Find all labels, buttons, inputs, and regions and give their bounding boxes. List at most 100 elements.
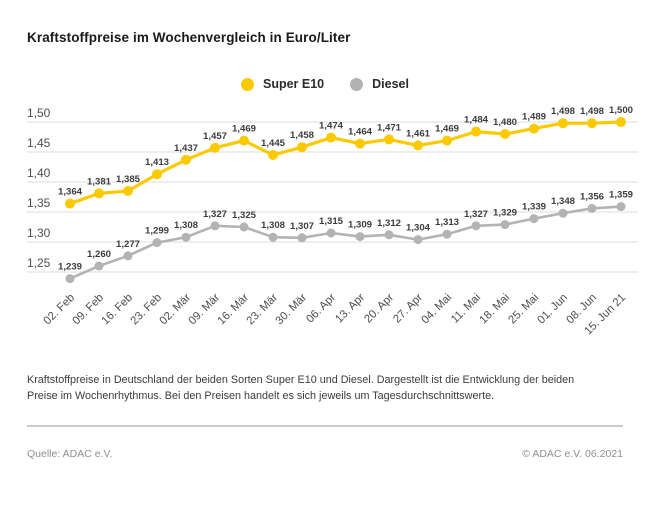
data-point: [123, 251, 133, 261]
data-point-label: 1,480: [493, 117, 517, 128]
x-tick-label: 20. Apr: [362, 291, 396, 325]
data-point-label: 1,260: [87, 249, 111, 260]
data-point: [326, 132, 336, 143]
x-tick-label: 04. Mai: [419, 292, 454, 327]
data-point: [94, 188, 104, 199]
data-point-label: 1,325: [232, 210, 257, 221]
data-point-label: 1,489: [522, 112, 546, 123]
data-point: [297, 142, 307, 153]
data-point: [152, 169, 162, 180]
y-tick-label: 1,45: [27, 136, 51, 150]
data-point: [239, 222, 249, 232]
x-tick-label: 09. Mär: [187, 291, 223, 327]
data-point-label: 1,469: [435, 124, 459, 135]
data-point: [616, 202, 626, 212]
diesel-dot-icon: [350, 77, 364, 91]
source-text: Quelle: ADAC e.V.: [27, 448, 113, 460]
data-point: [355, 138, 365, 149]
data-point-label: 1,315: [319, 216, 344, 227]
data-point: [587, 203, 597, 213]
data-point-label: 1,457: [203, 131, 227, 142]
x-tick-label: 06. Apr: [304, 291, 338, 325]
chart-caption: Kraftstoffpreise in Deutschland der beid…: [27, 374, 575, 403]
legend: Super E10 Diesel: [0, 77, 650, 91]
x-tick-label: 01. Jun: [535, 292, 570, 327]
data-point-label: 1,277: [116, 239, 140, 250]
data-point: [587, 118, 597, 129]
data-point-label: 1,461: [406, 128, 431, 139]
data-point: [558, 118, 568, 129]
data-point-label: 1,329: [493, 208, 517, 219]
data-point-label: 1,500: [609, 105, 633, 116]
x-tick-label: 18. Mai: [477, 292, 512, 327]
y-tick-label: 1,50: [27, 106, 51, 120]
data-point: [181, 154, 191, 165]
gridlines: [27, 121, 638, 273]
data-point: [239, 135, 249, 146]
x-tick-label: 23. Mär: [245, 291, 281, 327]
series-super-e10: 1,364 1,381 1,385 1,413 1,437 1,457 1,469 1,445…: [58, 105, 633, 209]
data-point-label: 1,356: [580, 191, 604, 202]
y-tick-label: 1,35: [27, 196, 51, 210]
data-point-label: 1,307: [290, 221, 314, 232]
legend-item-super-e10: Super E10: [241, 77, 324, 91]
data-point-label: 1,474: [319, 121, 344, 132]
data-point: [384, 134, 394, 145]
data-point-label: 1,309: [348, 220, 372, 231]
legend-label-super-e10: Super E10: [263, 77, 325, 91]
data-point-label: 1,308: [261, 220, 286, 231]
data-point-label: 1,304: [406, 223, 431, 234]
data-point-label: 1,327: [203, 209, 227, 220]
fuel-price-line-chart: 1,501,451,401,351,301,25 1,2391,2601,2771…: [27, 105, 638, 337]
data-point-label: 1,359: [609, 190, 633, 201]
footer-divider: [27, 425, 623, 427]
data-point: [65, 198, 75, 209]
data-point: [413, 235, 423, 245]
data-point: [529, 214, 539, 224]
x-tick-label: 30. Mär: [274, 291, 310, 327]
data-point-label: 1,299: [145, 226, 169, 237]
data-point: [123, 186, 133, 196]
legend-item-diesel: Diesel: [350, 77, 409, 91]
data-point: [500, 220, 510, 230]
x-tick-label: 27. Apr: [391, 291, 425, 325]
data-point: [413, 140, 423, 151]
data-point-label: 1,312: [377, 218, 401, 229]
data-point-label: 1,464: [348, 127, 373, 138]
y-tick-label: 1,30: [27, 226, 51, 240]
x-tick-label: 16. Feb: [100, 292, 136, 328]
data-point-label: 1,469: [232, 124, 256, 135]
data-point: [471, 221, 481, 231]
x-tick-label: 02. Feb: [42, 292, 78, 328]
data-point-label: 1,313: [435, 217, 459, 228]
legend-label-diesel: Diesel: [372, 77, 409, 91]
data-point-label: 1,308: [174, 220, 199, 231]
data-point-label: 1,458: [290, 130, 315, 141]
data-point: [529, 123, 539, 134]
data-point-label: 1,348: [551, 196, 576, 207]
data-point: [500, 129, 510, 139]
super-e10-dot-icon: [241, 77, 254, 91]
y-tick-label: 1,25: [27, 256, 51, 270]
data-point-label: 1,381: [87, 176, 112, 187]
data-point: [94, 261, 104, 271]
data-point-label: 1,327: [464, 209, 488, 220]
data-point-label: 1,471: [377, 122, 402, 133]
x-tick-label: 25. Mai: [506, 292, 541, 327]
data-point: [471, 126, 481, 137]
x-tick-label: 16. Mär: [216, 291, 252, 327]
x-tick-label: 23. Feb: [129, 292, 165, 328]
data-point: [384, 230, 394, 240]
x-tick-label: 02. Mär: [158, 291, 194, 327]
data-point: [268, 232, 278, 242]
data-point-label: 1,339: [522, 202, 546, 213]
data-point: [65, 274, 75, 284]
data-point-label: 1,385: [116, 174, 141, 185]
data-point: [297, 233, 307, 243]
data-point-label: 1,437: [174, 143, 198, 154]
data-point-label: 1,498: [551, 106, 576, 117]
data-point-label: 1,239: [58, 262, 82, 273]
copyright-text: © ADAC e.V. 06.2021: [522, 448, 623, 460]
data-point-label: 1,364: [58, 187, 83, 198]
